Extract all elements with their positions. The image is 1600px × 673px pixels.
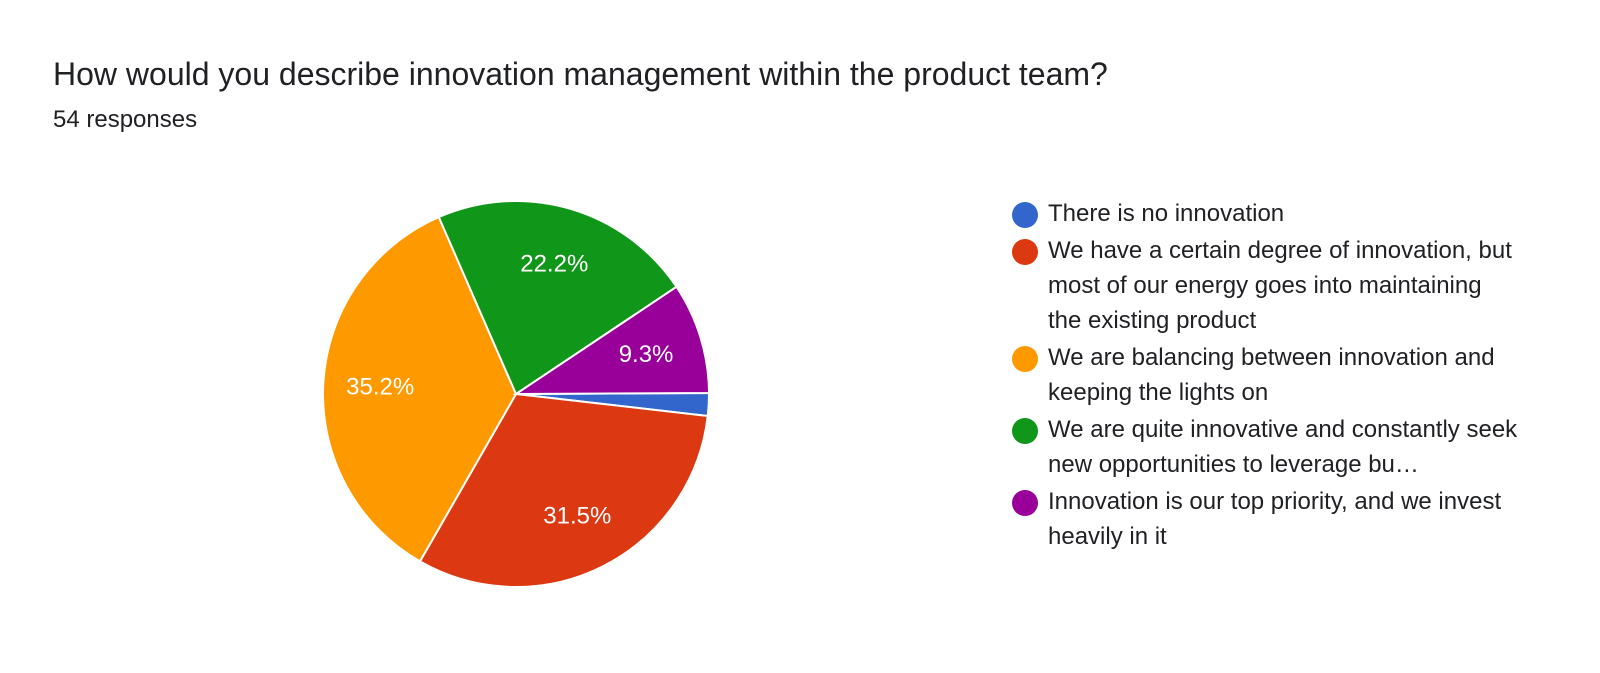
legend-swatch [1012, 418, 1038, 444]
legend-item[interactable]: We have a certain degree of innovation, … [1012, 237, 1532, 338]
response-count: 54 responses [53, 106, 198, 133]
pie-slice[interactable] [418, 392, 709, 588]
pie-slice-label: 22.2% [520, 250, 588, 277]
legend-swatch [1012, 202, 1038, 228]
pie-slice[interactable] [322, 215, 518, 563]
legend-swatch [1012, 239, 1038, 265]
legend-item[interactable]: We are balancing between innovation and … [1012, 344, 1532, 410]
question-title: How would you describe innovation manage… [53, 56, 1108, 92]
legend-label: Innovation is our top priority, and we i… [1048, 488, 1502, 550]
chart-legend: There is no innovation We have a certain… [1012, 200, 1532, 560]
pie-slice-label: 31.5% [543, 502, 611, 529]
pie-slices [322, 200, 711, 588]
pie-slice-label: 9.3% [619, 341, 674, 368]
legend-swatch [1012, 490, 1038, 516]
legend-item[interactable]: There is no innovation [1012, 200, 1532, 231]
pie-slice[interactable] [437, 200, 678, 396]
legend-swatch [1012, 346, 1038, 372]
legend-item[interactable]: Innovation is our top priority, and we i… [1012, 488, 1532, 554]
legend-label: We are balancing between innovation and … [1048, 344, 1495, 406]
pie-slice-label: 35.2% [346, 374, 414, 401]
legend-item[interactable]: We are quite innovative and constantly s… [1012, 416, 1532, 482]
pie-labels: 31.5% 35.2% 22.2% 9.3% [346, 250, 673, 529]
legend-label: There is no innovation [1048, 200, 1285, 227]
pie-slice[interactable] [512, 285, 711, 396]
pie-chart: 31.5% 35.2% 22.2% 9.3% [322, 200, 711, 588]
legend-label: We have a certain degree of innovation, … [1048, 237, 1512, 334]
legend-label: We are quite innovative and constantly s… [1048, 416, 1518, 478]
